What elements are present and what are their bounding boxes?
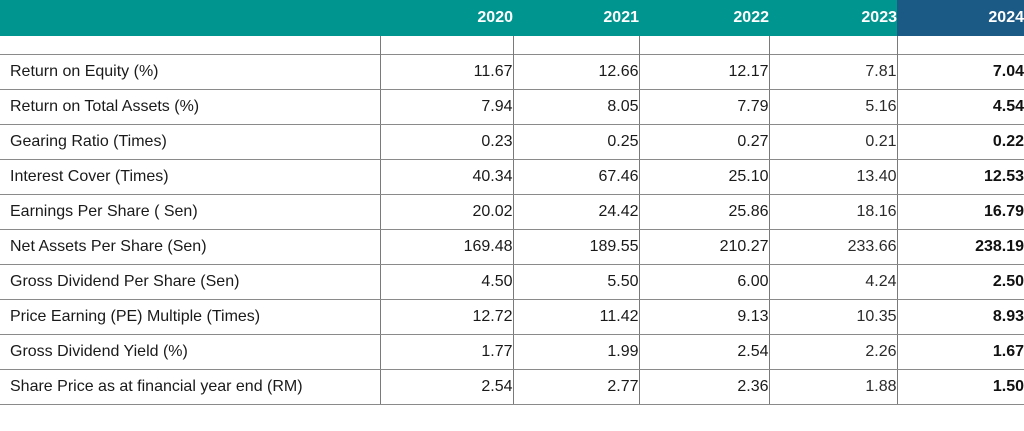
year-header-2024: 2024 (897, 0, 1024, 36)
value-cell-2022: 210.27 (638, 229, 769, 265)
value-cell-2020: 20.02 (379, 194, 513, 230)
value-cell-2024: 12.53 (896, 159, 1024, 195)
value-cell-2021: 24.42 (512, 194, 639, 230)
year-header-2021: 2021 (513, 0, 639, 36)
row-label: Earnings Per Share ( Sen) (0, 194, 380, 230)
year-header-2020: 2020 (380, 0, 513, 36)
row-label: Gross Dividend Yield (%) (0, 334, 380, 370)
value-cell-2022: 2.54 (638, 334, 769, 370)
spacer-row (0, 36, 1024, 55)
value-cell-2021: 12.66 (512, 54, 639, 90)
value-cell-2024: 16.79 (896, 194, 1024, 230)
value-cell-2021: 1.99 (512, 334, 639, 370)
table-row: Share Price as at financial year end (RM… (0, 369, 1024, 405)
value-cell-2020: 1.77 (379, 334, 513, 370)
row-label: Gross Dividend Per Share (Sen) (0, 264, 380, 300)
value-cell-2023: 0.21 (768, 124, 897, 160)
value-cell-2023: 13.40 (768, 159, 897, 195)
table-row: Return on Total Assets (%) 7.94 8.05 7.79 5.… (0, 89, 1024, 125)
table-body: Return on Equity (%) 11.67 12.66 12.17 7.81 7… (0, 36, 1024, 405)
value-cell-2020: 169.48 (379, 229, 513, 265)
header-row: 2020 2021 2022 2023 2024 (0, 0, 1024, 36)
value-cell-2023: 1.88 (768, 369, 897, 405)
table-row: Gross Dividend Per Share (Sen) 4.50 5.50 6.… (0, 264, 1024, 300)
value-cell-2022: 2.36 (638, 369, 769, 405)
value-cell-2021: 11.42 (512, 299, 639, 335)
value-cell-2020: 40.34 (379, 159, 513, 195)
value-cell-2022: 7.79 (638, 89, 769, 125)
row-label: Return on Equity (%) (0, 54, 380, 90)
row-label: Net Assets Per Share (Sen) (0, 229, 380, 265)
value-cell-2020: 0.23 (379, 124, 513, 160)
value-cell-2022: 0.27 (638, 124, 769, 160)
value-cell-2024: 1.50 (896, 369, 1024, 405)
value-cell-2024: 0.22 (896, 124, 1024, 160)
value-cell-2024: 1.67 (896, 334, 1024, 370)
value-cell-2022: 25.10 (638, 159, 769, 195)
value-cell-2023: 233.66 (768, 229, 897, 265)
year-header-2022: 2022 (639, 0, 769, 36)
value-cell-2024: 238.19 (896, 229, 1024, 265)
financial-ratios-table: 2020 2021 2022 2023 2024 Return on Equit… (0, 0, 1024, 405)
value-cell-2024: 7.04 (896, 54, 1024, 90)
table-row: Gross Dividend Yield (%) 1.77 1.99 2.54 2.26… (0, 334, 1024, 370)
value-cell-2021: 2.77 (512, 369, 639, 405)
row-label: Price Earning (PE) Multiple (Times) (0, 299, 380, 335)
value-cell-2024: 2.50 (896, 264, 1024, 300)
row-label: Gearing Ratio (Times) (0, 124, 380, 160)
table-row: Net Assets Per Share (Sen) 169.48 189.55 21… (0, 229, 1024, 265)
value-cell-2021: 5.50 (512, 264, 639, 300)
value-cell-2023: 4.24 (768, 264, 897, 300)
table-row: Return on Equity (%) 11.67 12.66 12.17 7.81 7… (0, 54, 1024, 90)
value-cell-2024: 8.93 (896, 299, 1024, 335)
row-label: Return on Total Assets (%) (0, 89, 380, 125)
table-row: Gearing Ratio (Times) 0.23 0.25 0.27 0.21 0.2… (0, 124, 1024, 160)
value-cell-2021: 0.25 (512, 124, 639, 160)
value-cell-2022: 9.13 (638, 299, 769, 335)
value-cell-2022: 25.86 (638, 194, 769, 230)
value-cell-2023: 18.16 (768, 194, 897, 230)
value-cell-2022: 12.17 (638, 54, 769, 90)
value-cell-2021: 67.46 (512, 159, 639, 195)
value-cell-2022: 6.00 (638, 264, 769, 300)
table-row: Price Earning (PE) Multiple (Times) 12.72… (0, 299, 1024, 335)
value-cell-2024: 4.54 (896, 89, 1024, 125)
value-cell-2023: 5.16 (768, 89, 897, 125)
value-cell-2020: 12.72 (379, 299, 513, 335)
value-cell-2021: 189.55 (512, 229, 639, 265)
value-cell-2023: 2.26 (768, 334, 897, 370)
year-header-2023: 2023 (769, 0, 897, 36)
value-cell-2020: 11.67 (379, 54, 513, 90)
value-cell-2020: 4.50 (379, 264, 513, 300)
value-cell-2020: 2.54 (379, 369, 513, 405)
table-row: Earnings Per Share ( Sen) 20.02 24.42 25.86… (0, 194, 1024, 230)
row-label: Interest Cover (Times) (0, 159, 380, 195)
value-cell-2023: 7.81 (768, 54, 897, 90)
value-cell-2023: 10.35 (768, 299, 897, 335)
header-label-cell (0, 0, 380, 36)
value-cell-2021: 8.05 (512, 89, 639, 125)
value-cell-2020: 7.94 (379, 89, 513, 125)
table-row: Interest Cover (Times) 40.34 67.46 25.10 13.… (0, 159, 1024, 195)
row-label: Share Price as at financial year end (RM… (0, 369, 380, 405)
